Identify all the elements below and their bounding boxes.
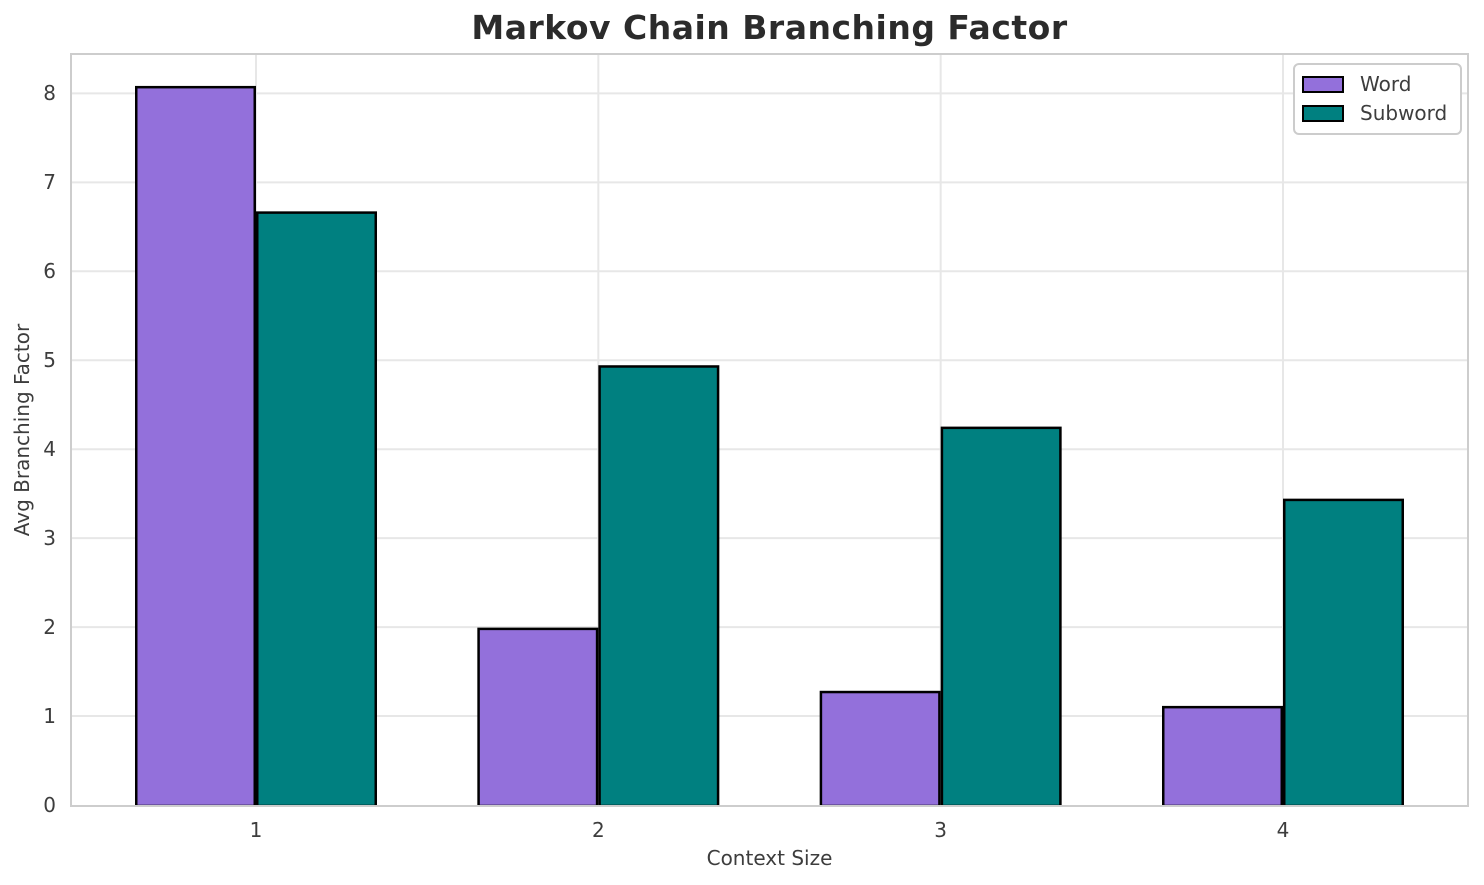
y-tick-label: 3 (43, 526, 56, 551)
legend-label: Subword (1360, 101, 1448, 125)
bar-chart-canvas (70, 53, 1469, 807)
bar-word-2 (477, 627, 599, 807)
y-tick-label: 1 (43, 704, 56, 729)
y-axis-label: Avg Branching Factor (10, 323, 34, 537)
y-tick-label: 6 (43, 259, 56, 284)
y-tick-label: 7 (43, 170, 56, 195)
bar-word-3 (819, 690, 941, 807)
bar-subword-3 (940, 426, 1062, 807)
legend-label: Word (1360, 72, 1412, 96)
bar-subword-2 (598, 365, 720, 807)
plot-border (70, 53, 1469, 807)
x-tick-label: 2 (591, 818, 605, 842)
bar-word-4 (1162, 705, 1283, 807)
legend-row: Subword (1302, 101, 1450, 126)
legend: Word Subword (1293, 63, 1462, 135)
chart-title: Markov Chain Branching Factor (471, 8, 1068, 47)
x-axis-label: Context Size (706, 846, 833, 870)
y-tick-label: 8 (43, 81, 56, 106)
x-tick-label: 3 (934, 818, 948, 842)
legend-swatch-subword (1302, 105, 1344, 122)
legend-swatch-word (1302, 76, 1344, 93)
bar-subword-4 (1283, 498, 1404, 807)
plot-area (70, 53, 1469, 807)
x-tick-label: 4 (1276, 818, 1290, 842)
legend-row: Word (1302, 72, 1450, 97)
y-tick-label: 0 (43, 793, 56, 817)
x-tick-label: 1 (249, 818, 263, 842)
bar-subword-1 (256, 211, 377, 807)
y-tick-label: 5 (43, 348, 56, 373)
y-tick-label: 4 (43, 437, 56, 462)
bar-word-1 (135, 85, 256, 807)
y-tick-label: 2 (43, 615, 56, 640)
